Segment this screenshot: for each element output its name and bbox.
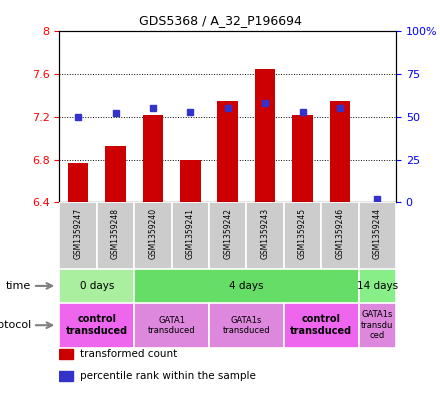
Bar bbox=[321, 202, 359, 269]
Text: GATA1s
transduced: GATA1s transduced bbox=[223, 316, 270, 335]
Text: GSM1359247: GSM1359247 bbox=[73, 208, 83, 259]
Text: GSM1359245: GSM1359245 bbox=[298, 208, 307, 259]
Text: time: time bbox=[6, 281, 31, 291]
Bar bbox=[68, 163, 88, 202]
Text: GATA1
transduced: GATA1 transduced bbox=[148, 316, 195, 335]
Bar bbox=[330, 101, 350, 202]
Bar bbox=[359, 202, 396, 269]
Text: GSM1359246: GSM1359246 bbox=[335, 208, 345, 259]
Text: control
transduced: control transduced bbox=[66, 314, 128, 336]
Bar bbox=[143, 115, 163, 202]
Bar bbox=[246, 202, 284, 269]
Bar bbox=[359, 269, 396, 303]
Bar bbox=[172, 202, 209, 269]
Text: GDS5368 / A_32_P196694: GDS5368 / A_32_P196694 bbox=[139, 14, 301, 27]
Text: transformed count: transformed count bbox=[80, 349, 177, 359]
Bar bbox=[59, 349, 73, 359]
Bar bbox=[209, 303, 284, 348]
Bar bbox=[209, 202, 246, 269]
Bar bbox=[59, 303, 134, 348]
Text: 0 days: 0 days bbox=[80, 281, 114, 291]
Bar bbox=[284, 303, 359, 348]
Text: 14 days: 14 days bbox=[357, 281, 398, 291]
Bar bbox=[59, 202, 97, 269]
Bar bbox=[255, 69, 275, 202]
Bar bbox=[180, 160, 201, 202]
Bar bbox=[134, 202, 172, 269]
Text: GATA1s
transdu
ced: GATA1s transdu ced bbox=[361, 310, 393, 340]
Text: percentile rank within the sample: percentile rank within the sample bbox=[80, 371, 256, 381]
Bar bbox=[97, 202, 134, 269]
Bar bbox=[59, 269, 134, 303]
Bar bbox=[284, 202, 321, 269]
Text: GSM1359241: GSM1359241 bbox=[186, 208, 195, 259]
Text: 4 days: 4 days bbox=[229, 281, 264, 291]
Text: GSM1359248: GSM1359248 bbox=[111, 208, 120, 259]
Bar bbox=[217, 101, 238, 202]
Bar bbox=[105, 146, 126, 202]
Bar bbox=[59, 371, 73, 381]
Bar bbox=[134, 269, 359, 303]
Bar bbox=[134, 303, 209, 348]
Text: protocol: protocol bbox=[0, 320, 31, 330]
Text: GSM1359244: GSM1359244 bbox=[373, 208, 382, 259]
Text: GSM1359242: GSM1359242 bbox=[223, 208, 232, 259]
Bar bbox=[359, 303, 396, 348]
Text: GSM1359240: GSM1359240 bbox=[148, 208, 158, 259]
Text: control
transduced: control transduced bbox=[290, 314, 352, 336]
Bar bbox=[292, 115, 313, 202]
Text: GSM1359243: GSM1359243 bbox=[260, 208, 270, 259]
